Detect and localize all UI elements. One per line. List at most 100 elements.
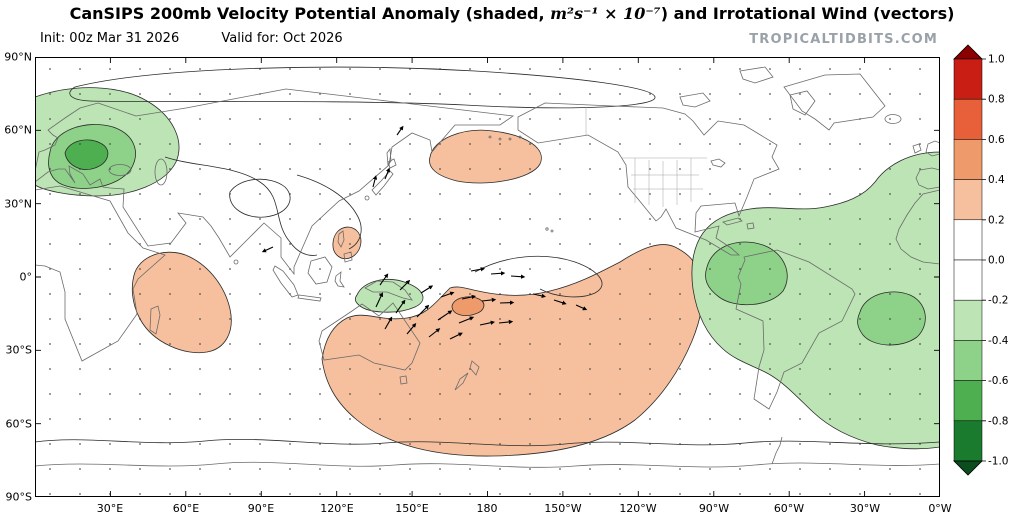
coastline-hokkaido bbox=[387, 158, 397, 169]
wind-vector bbox=[395, 299, 406, 314]
colorbar-arrow-top bbox=[953, 44, 983, 60]
lat-axis-label: 30°S bbox=[5, 343, 32, 357]
coastline-south-america bbox=[735, 249, 856, 410]
coastline-borneo bbox=[307, 256, 333, 285]
coastline-greenland bbox=[783, 73, 886, 131]
coastline-antarctic-peninsula bbox=[771, 436, 783, 465]
coastline-ireland bbox=[912, 143, 922, 154]
lon-axis-label: 120°W bbox=[619, 502, 657, 515]
coastline-hispaniola bbox=[746, 222, 755, 230]
wind-vector bbox=[384, 316, 393, 330]
coastline-black-sea bbox=[108, 164, 132, 176]
wind-vector bbox=[470, 267, 486, 272]
ticks-top bbox=[109, 57, 866, 63]
chart-title-prefix: CanSIPS 200mb Velocity Potential Anomaly… bbox=[69, 4, 551, 23]
coastline-new-zealand-north bbox=[469, 360, 480, 376]
wind-vector bbox=[510, 274, 526, 279]
wind-vector bbox=[420, 285, 434, 294]
vector-grid-dots bbox=[35, 57, 940, 497]
wind-vector bbox=[379, 273, 389, 286]
wind-vector bbox=[575, 304, 588, 311]
colorbar-tick-label: -0.6 bbox=[988, 375, 1009, 387]
wind-vector bbox=[498, 319, 514, 325]
lon-axis-label: 150°W bbox=[544, 502, 582, 515]
colorbar-segment bbox=[953, 299, 983, 341]
coastline-sri-lanka bbox=[233, 259, 239, 265]
lat-axis-label: 60°N bbox=[4, 123, 32, 137]
wind-vector bbox=[499, 300, 515, 305]
coastline-baffin bbox=[789, 90, 816, 116]
coastline-australia bbox=[318, 302, 421, 371]
coastlines bbox=[35, 66, 940, 468]
colorbar-tick-label: -1.0 bbox=[988, 456, 1009, 468]
coastline-aleutians bbox=[488, 135, 492, 139]
coastline-kyushu bbox=[364, 195, 370, 201]
coastline-new-zealand-south bbox=[454, 372, 469, 391]
lon-axis-label: 120°E bbox=[320, 502, 354, 515]
wind-vector bbox=[553, 299, 567, 305]
wind-vector bbox=[437, 310, 453, 321]
coastline-caspian-sea bbox=[154, 158, 168, 186]
axis-ticks bbox=[35, 57, 940, 497]
coastline-cuba bbox=[722, 217, 743, 226]
wind-vector bbox=[375, 292, 384, 308]
coastline-hawaii bbox=[545, 227, 549, 231]
coastline-aleutians bbox=[518, 135, 522, 139]
coastline-britain bbox=[925, 140, 940, 157]
chart-title: CanSIPS 200mb Velocity Potential Anomaly… bbox=[0, 4, 1024, 23]
coastline-victoria-island bbox=[679, 92, 711, 108]
coastline-mindanao bbox=[343, 251, 353, 263]
chart-title-units: m²s⁻¹ × 10⁻⁷ bbox=[550, 4, 661, 23]
lat-axis-label: 60°S bbox=[5, 417, 32, 431]
colorbar-segment bbox=[953, 259, 983, 301]
wind-vector bbox=[396, 125, 404, 136]
colorbar-segment bbox=[953, 340, 983, 381]
colorbar-segment bbox=[953, 380, 983, 422]
map-svg bbox=[35, 57, 940, 497]
lon-axis-label: 30°E bbox=[96, 502, 124, 515]
lat-axis-label: 30°N bbox=[4, 197, 32, 211]
wind-vector bbox=[461, 294, 476, 300]
coastline-sakhalin bbox=[386, 147, 392, 167]
ticks-right bbox=[934, 129, 940, 425]
state-borders bbox=[585, 107, 707, 207]
colorbar-tick-label: -0.8 bbox=[988, 415, 1009, 427]
init-time-label: Init: 00z Mar 31 2026 bbox=[40, 31, 180, 46]
wind-vector bbox=[481, 297, 497, 303]
colorbar-segment bbox=[953, 219, 983, 261]
colorbar-tick-label: 1.0 bbox=[988, 54, 1005, 66]
wind-vector bbox=[532, 293, 546, 299]
wind-vector bbox=[428, 328, 441, 338]
coastline-tasmania bbox=[399, 375, 408, 385]
lon-axis-label: 60°W bbox=[773, 502, 805, 515]
colorbar-arrow-bottom bbox=[953, 460, 983, 476]
subtitle-row: Init: 00z Mar 31 2026 Valid for: Oct 202… bbox=[40, 31, 343, 46]
lon-axis-label: 90°W bbox=[698, 502, 730, 515]
colorbar-tick-label: 0.6 bbox=[988, 134, 1005, 146]
lon-axis-label: 150°E bbox=[395, 502, 429, 515]
colorbar-segment bbox=[953, 139, 983, 180]
lon-axis-label: 60°E bbox=[172, 502, 200, 515]
wind-vector bbox=[406, 322, 417, 335]
wind-vector bbox=[479, 320, 495, 326]
plot-frame bbox=[35, 57, 940, 497]
watermark: TROPICALTIDBITS.COM bbox=[749, 32, 938, 47]
coastline-africa-east bbox=[35, 185, 166, 362]
wind-vector bbox=[416, 304, 430, 318]
coastline-madagascar bbox=[149, 305, 161, 335]
coastline-hawaii bbox=[550, 229, 554, 233]
lon-axis-label: 30°W bbox=[849, 502, 881, 515]
wind-vector bbox=[490, 271, 506, 276]
wind-vector bbox=[440, 291, 455, 298]
state-lines bbox=[631, 158, 703, 207]
coastline-africa-west-edge bbox=[895, 189, 940, 265]
coastline-sulawesi bbox=[334, 271, 345, 288]
colorbar-segment bbox=[953, 98, 983, 140]
coastline-antarctica bbox=[35, 461, 940, 468]
colorbar-segment bbox=[953, 58, 983, 100]
colorbar-tick-label: 0.0 bbox=[988, 255, 1005, 267]
lon-axis-label: 0°W bbox=[928, 502, 952, 515]
ticks-left bbox=[35, 129, 41, 425]
colorbar-tick-label: -0.4 bbox=[988, 335, 1009, 347]
